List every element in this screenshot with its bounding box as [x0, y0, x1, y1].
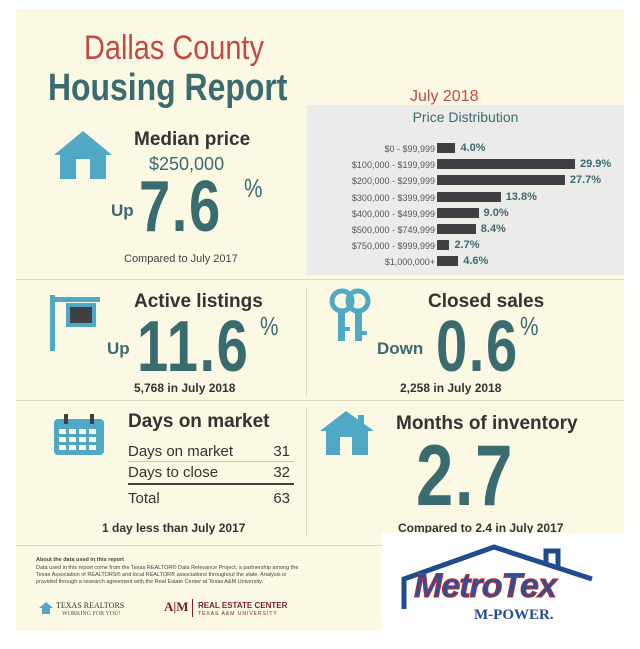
price-distribution-value: 27.7%	[569, 174, 602, 187]
keys-icon	[329, 288, 371, 341]
price-distribution-row: $0 - $99,999 4.0%	[307, 141, 624, 156]
metrotex-name: MetroTex	[414, 567, 558, 606]
for-sale-sign-icon	[50, 295, 100, 351]
price-range-label: $0 - $99,999	[384, 144, 435, 154]
price-distribution-row: $750,000 - $999,999 2.7%	[307, 238, 624, 253]
price-distribution-value: 9.0%	[483, 206, 509, 219]
title-line2: Housing Report	[48, 67, 288, 109]
house-icon	[320, 411, 374, 455]
closed-unit: %	[520, 311, 539, 341]
median-value: 7.6	[139, 167, 222, 247]
days-total-value: 63	[273, 490, 290, 507]
real-estate-center-name: REAL ESTATE CENTER	[198, 601, 288, 610]
days-row-value: 32	[273, 464, 290, 481]
price-distribution-row: $1,000,000+ 4.6%	[307, 254, 624, 269]
price-range-label: $400,000 - $499,999	[351, 208, 435, 219]
price-distribution-value: 4.6%	[463, 255, 489, 268]
median-unit: %	[244, 173, 263, 203]
days-row-label: Days on market	[128, 443, 234, 460]
metrotex-tagline: M-POWER.	[474, 607, 554, 623]
days-row-label: Days to close	[128, 464, 219, 481]
texas-realtors-logo-icon	[39, 602, 53, 614]
days-total-label: Total	[128, 490, 160, 507]
active-detail: 5,768 in July 2018	[134, 381, 236, 395]
price-distribution-bar	[437, 191, 501, 202]
price-distribution-value: 8.4%	[480, 223, 506, 235]
price-distribution-title: Price Distribution	[412, 109, 519, 125]
active-unit: %	[260, 311, 279, 341]
closed-heading: Closed sales	[428, 291, 545, 312]
report-date: July 2018	[410, 88, 479, 105]
closed-detail: 2,258 in July 2018	[400, 381, 502, 395]
divider	[128, 461, 294, 462]
divider	[16, 545, 382, 546]
price-range-label: $300,000 - $399,999	[351, 192, 435, 203]
price-distribution-row: $200,000 - $299,999 27.7%	[307, 173, 624, 188]
footer-text: Data used in this report come from the T…	[36, 565, 299, 585]
price-distribution-bar	[437, 159, 575, 170]
price-distribution-bar	[437, 224, 476, 234]
median-direction: Up	[111, 201, 134, 220]
closed-value: 0.6	[436, 307, 519, 387]
closed-direction: Down	[377, 339, 424, 358]
price-distribution-value: 2.7%	[454, 239, 480, 252]
house-icon	[54, 131, 112, 179]
price-distribution-value: 13.8%	[505, 190, 537, 203]
price-distribution-row: $500,000 - $749,999 8.4%	[307, 222, 624, 237]
divider	[306, 407, 307, 537]
months-compare: Compared to 2.4 in July 2017	[398, 521, 564, 535]
days-heading: Days on market	[128, 411, 270, 432]
price-distribution-row: $100,000 - $199,999 29.9%	[307, 157, 624, 172]
price-range-label: $1,000,000+	[384, 257, 435, 268]
price-range-label: $750,000 - $999,999	[351, 241, 435, 252]
footer-heading: About the data used in this report	[36, 557, 125, 563]
price-range-label: $200,000 - $299,999	[351, 176, 435, 187]
tamu-logo-icon: A|M	[164, 599, 189, 614]
price-distribution-panel: Price Distribution $0 - $99,999 4.0% $100,…	[307, 105, 624, 275]
active-value: 11.6	[137, 307, 250, 387]
price-distribution-bar	[437, 207, 479, 218]
real-estate-center-sub: TEXAS A&M UNIVERSITY	[198, 611, 278, 617]
days-row-value: 31	[273, 443, 290, 460]
calendar-icon	[54, 414, 104, 455]
divider	[128, 483, 294, 485]
price-distribution-row: $400,000 - $499,999 9.0%	[307, 206, 624, 221]
price-distribution-bar	[437, 143, 456, 153]
report-canvas: Dallas County Housing Report July 2018 M…	[16, 9, 624, 631]
months-value: 2.7	[416, 428, 514, 524]
divider	[16, 400, 624, 401]
price-distribution-value: 29.9%	[580, 158, 612, 171]
price-range-label: $500,000 - $749,999	[351, 225, 435, 235]
active-direction: Up	[107, 339, 130, 358]
metrotex-roof-icon	[401, 544, 593, 609]
divider	[16, 279, 624, 280]
median-price: $250,000	[149, 154, 225, 174]
price-distribution-bar	[437, 256, 459, 267]
texas-realtors-name: TEXAS REALTORS	[56, 601, 125, 610]
divider	[306, 287, 307, 397]
texas-realtors-tagline: WORKING FOR YOU!	[62, 611, 121, 617]
price-range-label: $100,000 - $199,999	[351, 160, 435, 171]
metrotex-logo: MetroTex M-POWER.	[382, 533, 624, 631]
divider	[192, 599, 193, 617]
price-distribution-row: $300,000 - $399,999 13.8%	[307, 190, 624, 205]
price-distribution-bar	[437, 175, 565, 186]
median-heading: Median price	[134, 129, 251, 150]
title-line1: Dallas County	[84, 29, 264, 67]
days-compare: 1 day less than July 2017	[102, 521, 246, 535]
median-compare: Compared to July 2017	[124, 253, 238, 265]
price-distribution-bar	[437, 240, 450, 251]
price-distribution-value: 4.0%	[460, 142, 486, 154]
active-heading: Active listings	[134, 291, 263, 312]
months-heading: Months of inventory	[396, 413, 578, 434]
